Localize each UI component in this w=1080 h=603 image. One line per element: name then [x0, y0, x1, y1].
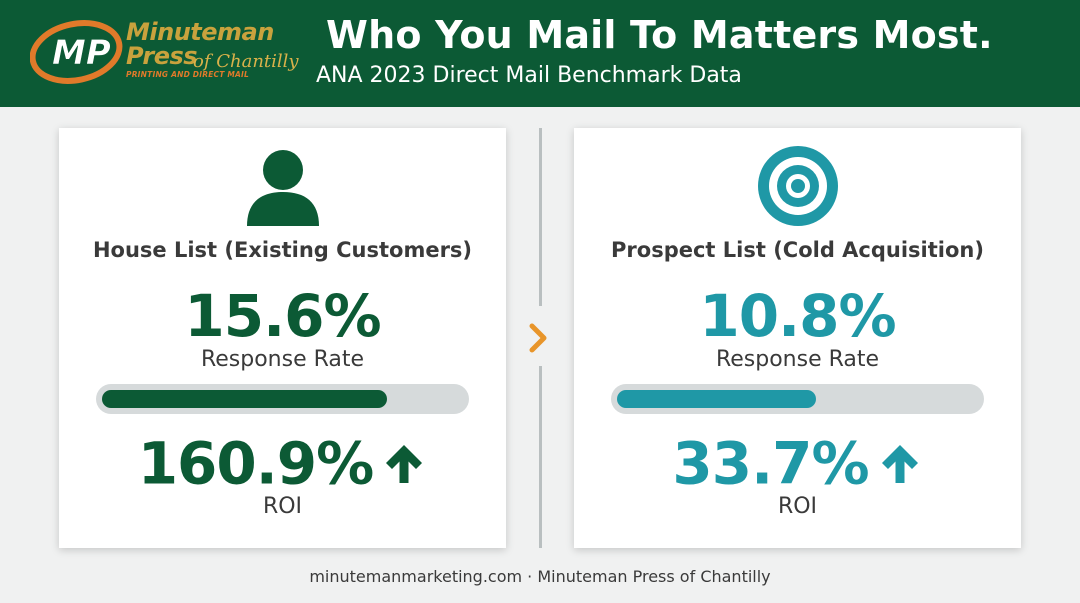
roi-row: 160.9% [59, 428, 506, 499]
logo-line2: Press [126, 42, 198, 70]
target-icon [757, 146, 838, 226]
person-icon [246, 150, 319, 226]
response-rate-label: Response Rate [200, 347, 365, 372]
logo-monogram: MP [52, 33, 111, 73]
roi-value: 160.9% [137, 429, 375, 498]
logo-location: of Chantilly [193, 51, 299, 72]
page-title: Who You Mail To Matters Most. [326, 13, 993, 57]
chevron-right-icon [529, 323, 547, 353]
divider-line-top [539, 128, 542, 306]
page-subtitle: ANA 2023 Direct Mail Benchmark Data [316, 63, 742, 88]
response-rate-value: 15.6% [184, 282, 381, 350]
arrow-up-icon [881, 444, 918, 483]
roi-label: ROI [262, 494, 303, 519]
response-rate-bar-fill [617, 390, 816, 408]
minuteman-press-logo: MP Minuteman Press of Chantilly PRINTING… [30, 14, 299, 90]
card-heading: Prospect List (Cold Acquisition) [611, 238, 984, 262]
response-rate-bar [96, 384, 469, 414]
roi-row: 33.7% [574, 428, 1021, 499]
response-rate-label: Response Rate [715, 347, 880, 372]
house-list-card: House List (Existing Customers) 15.6% Re… [59, 128, 506, 548]
response-rate-bar-fill [102, 390, 387, 408]
logo-line1: Minuteman [126, 18, 274, 46]
prospect-list-card: Prospect List (Cold Acquisition) 10.8% R… [574, 128, 1021, 548]
logo-swoosh-icon: MP [30, 20, 123, 84]
divider-line-bottom [539, 366, 542, 548]
arrow-up-icon [386, 444, 423, 483]
header-banner: MP Minuteman Press of Chantilly PRINTING… [0, 0, 1080, 107]
response-rate-bar [611, 384, 984, 414]
logo-tagline: PRINTING AND DIRECT MAIL [126, 70, 249, 79]
card-heading: House List (Existing Customers) [92, 238, 473, 262]
footer-credit: minutemanmarketing.com · Minuteman Press… [309, 567, 771, 586]
roi-label: ROI [777, 494, 818, 519]
roi-value: 33.7% [672, 429, 869, 498]
response-rate-value: 10.8% [699, 282, 896, 350]
